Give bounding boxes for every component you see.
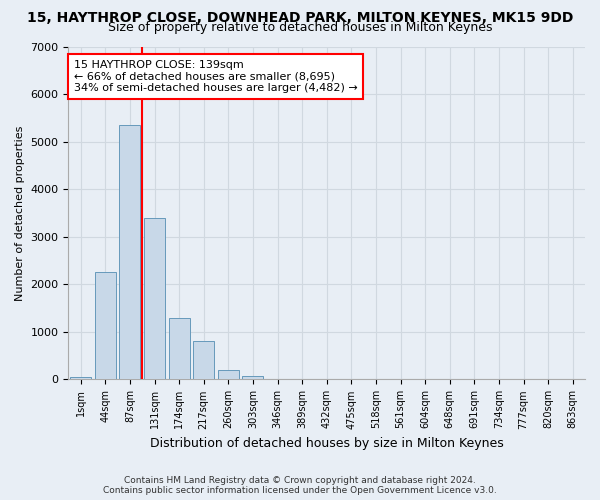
Bar (95, 272, 116, 380)
Bar (193, 342, 214, 380)
Bar (70, 377, 91, 380)
Y-axis label: Number of detached properties: Number of detached properties (15, 126, 25, 300)
Text: 15, HAYTHROP CLOSE, DOWNHEAD PARK, MILTON KEYNES, MK15 9DD: 15, HAYTHROP CLOSE, DOWNHEAD PARK, MILTO… (27, 11, 573, 25)
X-axis label: Distribution of detached houses by size in Milton Keynes: Distribution of detached houses by size … (150, 437, 503, 450)
Text: Contains HM Land Registry data © Crown copyright and database right 2024.
Contai: Contains HM Land Registry data © Crown c… (103, 476, 497, 495)
Text: 15 HAYTHROP CLOSE: 139sqm
← 66% of detached houses are smaller (8,695)
34% of se: 15 HAYTHROP CLOSE: 139sqm ← 66% of detac… (74, 60, 358, 93)
Bar (218, 370, 239, 380)
Bar (169, 318, 190, 380)
Bar (242, 376, 263, 380)
Bar (119, 125, 140, 380)
Bar (144, 218, 165, 380)
Text: Size of property relative to detached houses in Milton Keynes: Size of property relative to detached ho… (108, 22, 492, 35)
